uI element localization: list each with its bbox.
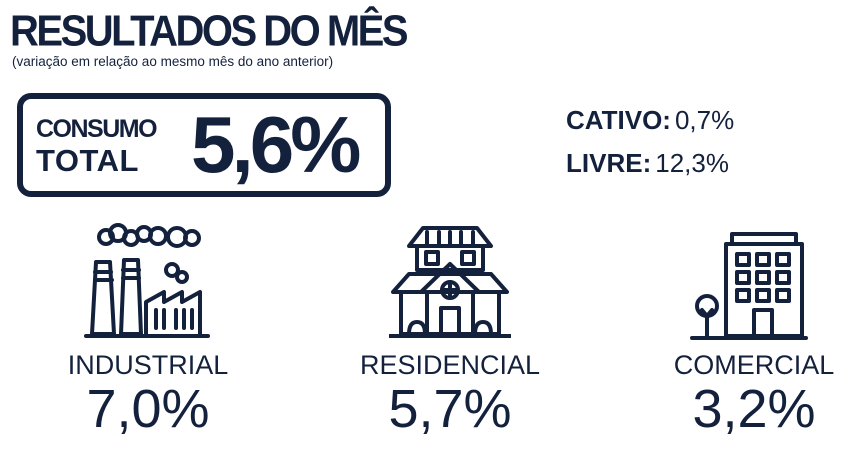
segment-value-comercial: 3,2% — [692, 379, 816, 439]
factory-icon — [84, 223, 210, 338]
market-value: 12,3% — [655, 148, 729, 178]
total-label: CONSUMO TOTAL — [36, 115, 158, 178]
segment-name-residencial: RESIDENCIAL — [359, 350, 541, 380]
segment-value-residencial: 5,7% — [388, 379, 512, 439]
market-value: 0,7% — [674, 105, 735, 135]
page-title: RESULTADOS DO MÊS — [10, 7, 409, 56]
total-consumption-box: CONSUMO TOTAL 5,6% — [17, 93, 391, 197]
market-label: CATIVO: — [566, 105, 671, 135]
total-label-line1: CONSUMO — [36, 115, 158, 143]
building-icon — [690, 232, 808, 340]
market-label: LIVRE: — [566, 148, 652, 178]
segment-name-industrial: INDUSTRIAL — [67, 350, 229, 380]
total-value: 5,6% — [191, 100, 361, 189]
house-icon — [389, 226, 511, 338]
market-stat-cativo: CATIVO: 0,7% — [566, 107, 734, 133]
page-subtitle: (variação em relação ao mesmo mês do ano… — [12, 54, 334, 69]
market-stat-livre: LIVRE: 12,3% — [566, 150, 729, 176]
total-label-line2: TOTAL — [36, 143, 139, 178]
segment-value-industrial: 7,0% — [86, 379, 210, 439]
segment-name-comercial: COMERCIAL — [673, 350, 835, 380]
